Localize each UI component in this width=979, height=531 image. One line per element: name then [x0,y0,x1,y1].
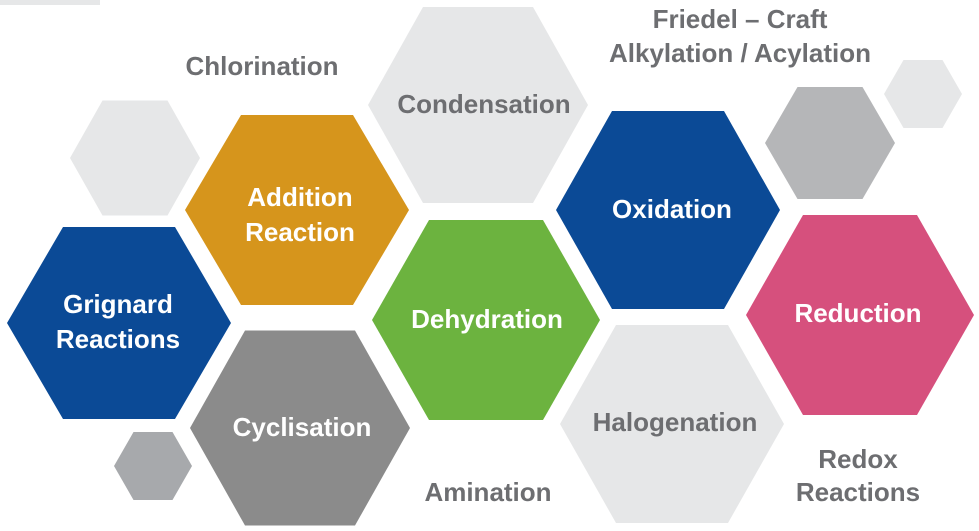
label: Redox [818,444,898,474]
hexagon [884,60,962,128]
label: Addition [247,182,352,212]
corner-bar [0,0,100,5]
label: Alkylation / Acylation [609,38,871,68]
label: Cyclisation [233,412,372,442]
label: Reactions [796,477,920,507]
label: Reduction [794,298,921,328]
hexagon [114,432,192,500]
label: Friedel – Craft [653,4,828,34]
label: Reactions [56,324,180,354]
label: Dehydration [411,304,563,334]
label: Amination [424,477,551,507]
hexagon [70,101,200,216]
label: Chlorination [185,51,338,81]
hexagon [765,87,895,199]
label: Grignard [63,289,173,319]
label: Condensation [397,89,570,119]
label: Reaction [245,217,355,247]
label: Oxidation [612,194,732,224]
label: Halogenation [593,407,758,437]
hexagon-diagram: Chlorination Condensation Friedel – Craf… [0,0,979,531]
